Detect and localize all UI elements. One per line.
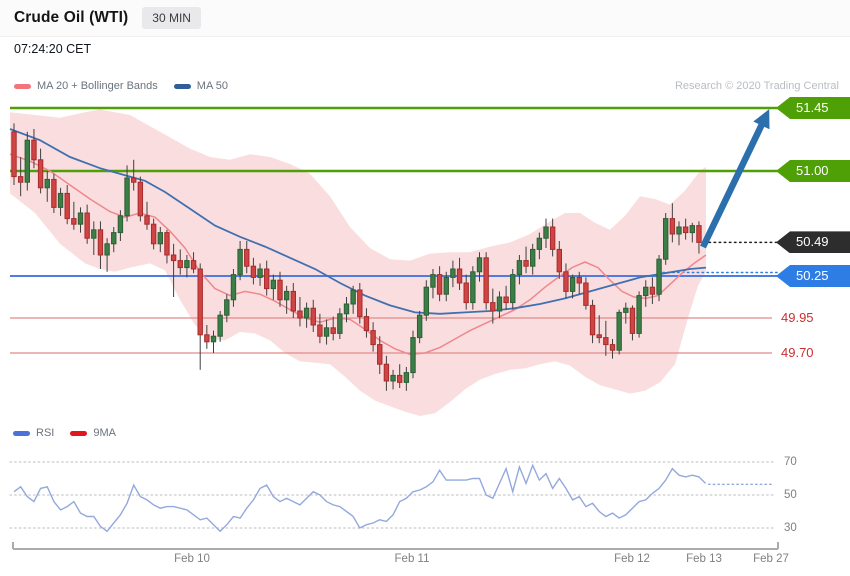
- rsi-tick-70: 70: [784, 456, 797, 468]
- ma20-legend-label: MA 20 + Bollinger Bands: [37, 80, 158, 92]
- main-chart-legend: MA 20 + Bollinger Bands MA 50: [14, 80, 244, 92]
- rsi-legend: RSI 9MA: [13, 427, 132, 439]
- xaxis-label-feb12: Feb 12: [614, 553, 650, 565]
- ma50-legend-label: MA 50: [196, 80, 228, 92]
- support-level-tag: 50.25: [776, 265, 850, 287]
- resistance-level-tag-2: 51.00: [776, 160, 850, 182]
- legend-item-rsi[interactable]: RSI: [13, 427, 54, 439]
- legend-item-9ma[interactable]: 9MA: [70, 427, 116, 439]
- nine-ma-legend-label: 9MA: [93, 427, 116, 439]
- xaxis-label-feb11: Feb 11: [394, 553, 430, 565]
- top-bar: Crude Oil (WTI) 30 MIN: [0, 0, 850, 37]
- xaxis-label-feb27: Feb 27: [753, 553, 789, 565]
- quote-timestamp: 07:24:20 CET: [14, 42, 92, 56]
- timeframe-badge[interactable]: 30 MIN: [142, 7, 201, 29]
- ma20-color-swatch: [14, 83, 31, 89]
- research-credit: Research © 2020 Trading Central: [674, 80, 839, 92]
- legend-item-ma20-bollinger[interactable]: MA 20 + Bollinger Bands: [14, 80, 158, 92]
- legend-item-ma50[interactable]: MA 50: [173, 80, 228, 92]
- nine-ma-color-swatch: [70, 430, 88, 436]
- xaxis-label-feb10: Feb 10: [174, 553, 210, 565]
- rsi-tick-50: 50: [784, 489, 797, 501]
- last-price-tag: 50.49: [776, 231, 850, 254]
- support-level-label-1: 49.95: [781, 310, 814, 325]
- instrument-title: Crude Oil (WTI): [14, 9, 129, 26]
- rsi-legend-label: RSI: [36, 427, 55, 439]
- xaxis-label-feb13: Feb 13: [686, 553, 722, 565]
- ma50-color-swatch: [173, 83, 191, 89]
- rsi-tick-30: 30: [784, 522, 797, 534]
- resistance-level-tag-1: 51.45: [776, 97, 850, 119]
- rsi-color-swatch: [13, 430, 30, 436]
- support-level-label-2: 49.70: [781, 345, 814, 360]
